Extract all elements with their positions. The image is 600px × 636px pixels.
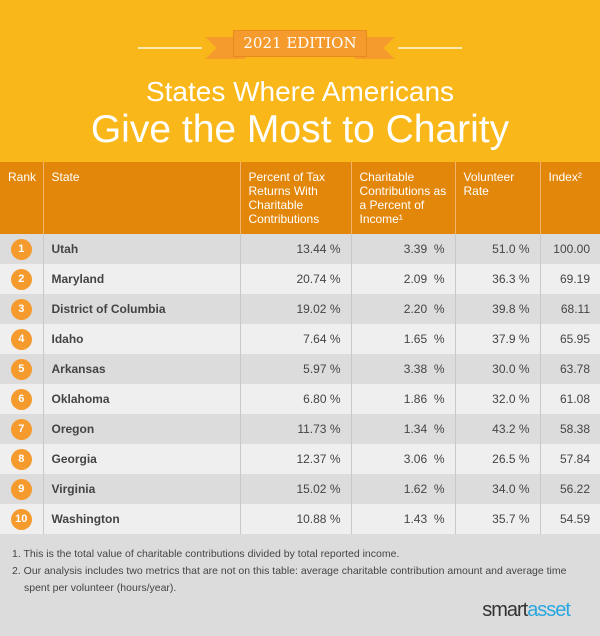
value-cell: 20.74 % bbox=[239, 264, 351, 294]
footnote-1: 1. This is the total value of charitable… bbox=[12, 548, 400, 560]
logo-text-accent: asset bbox=[527, 599, 571, 621]
rank-cell: 10 bbox=[0, 504, 43, 534]
rank-badge: 4 bbox=[10, 328, 32, 350]
value-cell: 39.8 % bbox=[454, 294, 540, 324]
value-cell: 3.38 % bbox=[350, 354, 455, 384]
value-cell: 61.08 bbox=[539, 384, 600, 414]
value-cell: 68.11 bbox=[539, 294, 600, 324]
state-cell: Idaho bbox=[42, 324, 240, 354]
state-cell: Washington bbox=[42, 504, 240, 534]
table-row: 9 Virginia 15.02 % 1.62 % 34.0 % 56.22 bbox=[0, 474, 600, 504]
rank-cell: 8 bbox=[0, 444, 43, 474]
value-cell: 54.59 bbox=[539, 504, 600, 534]
value-cell: 1.62 % bbox=[350, 474, 455, 504]
table-row: 3 District of Columbia 19.02 % 2.20 % 39.8 %… bbox=[0, 294, 600, 324]
column-header: Rank bbox=[0, 162, 43, 234]
footnotes: 1. This is the total value of charitable… bbox=[0, 534, 600, 597]
value-cell: 3.39 % bbox=[350, 234, 455, 264]
state-cell: Utah bbox=[42, 234, 240, 264]
rank-cell: 4 bbox=[0, 324, 43, 354]
value-cell: 32.0 % bbox=[454, 384, 540, 414]
value-cell: 2.20 % bbox=[350, 294, 455, 324]
value-cell: 15.02 % bbox=[239, 474, 351, 504]
value-cell: 2.09 % bbox=[350, 264, 455, 294]
smartasset-logo: smartasset bbox=[482, 599, 571, 622]
value-cell: 51.0 % bbox=[454, 234, 540, 264]
value-cell: 1.43 % bbox=[350, 504, 455, 534]
table-row: 2 Maryland 20.74 % 2.09 % 36.3 % 69.19 bbox=[0, 264, 600, 294]
logo-text: smart bbox=[482, 599, 528, 621]
value-cell: 43.2 % bbox=[454, 414, 540, 444]
state-cell: Georgia bbox=[42, 444, 240, 474]
value-cell: 10.88 % bbox=[239, 504, 351, 534]
value-cell: 65.95 bbox=[539, 324, 600, 354]
table-row: 6 Oklahoma 6.80 % 1.86 % 32.0 % 61.08 bbox=[0, 384, 600, 414]
value-cell: 100.00 bbox=[539, 234, 600, 264]
column-header: Percent of Tax Returns With Charitable C… bbox=[239, 162, 351, 234]
state-cell: Maryland bbox=[42, 264, 240, 294]
title-line-2: Give the Most to Charity bbox=[90, 108, 510, 151]
column-header: State bbox=[42, 162, 240, 234]
rank-cell: 2 bbox=[0, 264, 43, 294]
value-cell: 34.0 % bbox=[454, 474, 540, 504]
value-cell: 3.06 % bbox=[350, 444, 455, 474]
value-cell: 11.73 % bbox=[239, 414, 351, 444]
divider bbox=[138, 47, 202, 49]
table-row: 5 Arkansas 5.97 % 3.38 % 30.0 % 63.78 bbox=[0, 354, 600, 384]
rank-badge: 8 bbox=[10, 448, 32, 470]
state-cell: Arkansas bbox=[42, 354, 240, 384]
rank-badge: 1 bbox=[10, 238, 32, 260]
column-header: Volunteer Rate bbox=[454, 162, 540, 234]
value-cell: 12.37 % bbox=[239, 444, 351, 474]
value-cell: 1.65 % bbox=[350, 324, 455, 354]
state-cell: District of Columbia bbox=[42, 294, 240, 324]
value-cell: 1.34 % bbox=[350, 414, 455, 444]
column-header: Index² bbox=[539, 162, 600, 234]
rankings-table: Rank State Percent of Tax Returns With Cha… bbox=[0, 162, 600, 534]
table-row: 10 Washington 10.88 % 1.43 % 35.7 % 54.59 bbox=[0, 504, 600, 534]
value-cell: 19.02 % bbox=[239, 294, 351, 324]
rank-cell: 1 bbox=[0, 234, 43, 264]
rank-badge: 5 bbox=[10, 358, 32, 380]
value-cell: 1.86 % bbox=[350, 384, 455, 414]
rank-cell: 3 bbox=[0, 294, 43, 324]
value-cell: 30.0 % bbox=[454, 354, 540, 384]
value-cell: 5.97 % bbox=[239, 354, 351, 384]
rank-badge: 3 bbox=[10, 298, 32, 320]
value-cell: 57.84 bbox=[539, 444, 600, 474]
rank-cell: 9 bbox=[0, 474, 43, 504]
title-line-1: States Where Americans bbox=[145, 76, 455, 107]
value-cell: 13.44 % bbox=[239, 234, 351, 264]
value-cell: 6.80 % bbox=[239, 384, 351, 414]
value-cell: 7.64 % bbox=[239, 324, 351, 354]
value-cell: 63.78 bbox=[539, 354, 600, 384]
table-row: 4 Idaho 7.64 % 1.65 % 37.9 % 65.95 bbox=[0, 324, 600, 354]
rank-cell: 5 bbox=[0, 354, 43, 384]
table-row: 7 Oregon 11.73 % 1.34 % 43.2 % 58.38 bbox=[0, 414, 600, 444]
header-banner: 2021 EDITION States Where Americans Give… bbox=[0, 0, 600, 162]
value-cell: 58.38 bbox=[539, 414, 600, 444]
column-header: Charitable Contributions as a Percent of… bbox=[350, 162, 455, 234]
state-cell: Virginia bbox=[42, 474, 240, 504]
rank-badge: 10 bbox=[10, 508, 32, 530]
value-cell: 36.3 % bbox=[454, 264, 540, 294]
table-row: 8 Georgia 12.37 % 3.06 % 26.5 % 57.84 bbox=[0, 444, 600, 474]
edition-ribbon: 2021 EDITION bbox=[233, 30, 367, 57]
footnote-2: 2. Our analysis includes two metrics tha… bbox=[12, 565, 567, 594]
value-cell: 56.22 bbox=[539, 474, 600, 504]
rank-badge: 9 bbox=[10, 478, 32, 500]
rank-badge: 7 bbox=[10, 418, 32, 440]
value-cell: 26.5 % bbox=[454, 444, 540, 474]
rank-badge: 2 bbox=[10, 268, 32, 290]
divider bbox=[398, 47, 462, 49]
rank-cell: 7 bbox=[0, 414, 43, 444]
value-cell: 37.9 % bbox=[454, 324, 540, 354]
state-cell: Oklahoma bbox=[42, 384, 240, 414]
value-cell: 35.7 % bbox=[454, 504, 540, 534]
state-cell: Oregon bbox=[42, 414, 240, 444]
rank-cell: 6 bbox=[0, 384, 43, 414]
rank-badge: 6 bbox=[10, 388, 32, 410]
value-cell: 69.19 bbox=[539, 264, 600, 294]
table-row: 1 Utah 13.44 % 3.39 % 51.0 % 100.00 bbox=[0, 234, 600, 264]
